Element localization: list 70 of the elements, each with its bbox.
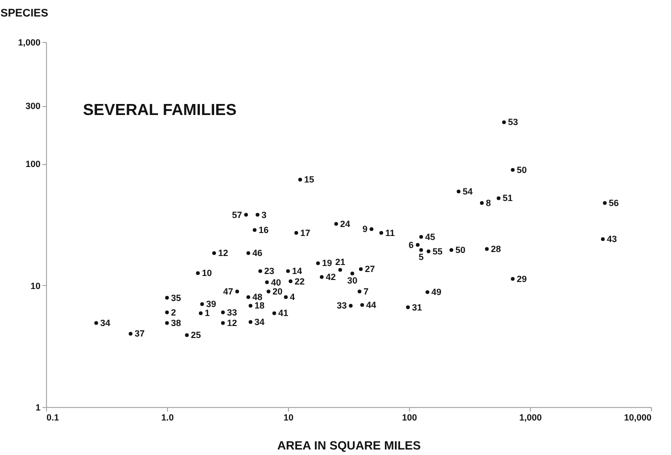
x-tick-label: 10,000 — [624, 412, 652, 422]
annotation: 39 — [206, 299, 216, 310]
annotation: 29 — [516, 274, 527, 284]
annotation: 9 — [362, 224, 368, 234]
annotation: 37 — [134, 328, 145, 339]
annotation: 28 — [490, 244, 501, 254]
annotation: 48 — [252, 292, 262, 302]
annotation: 21 — [335, 256, 346, 267]
annotation: 23 — [264, 266, 274, 276]
annotation: 27 — [364, 264, 375, 274]
annotation: 31 — [412, 302, 422, 312]
annotation: 44 — [366, 300, 376, 310]
y-tick-label: 1 — [35, 402, 40, 412]
x-tick-label: 1.0 — [161, 412, 174, 422]
annotation: 56 — [608, 198, 619, 208]
annotation: 14 — [292, 266, 302, 276]
annotation: 16 — [258, 224, 269, 235]
annotation: 11 — [385, 228, 395, 238]
annotation: 7 — [364, 286, 369, 296]
annotation: 15 — [304, 174, 314, 185]
annotation: 45 — [425, 232, 436, 242]
annotation: 8 — [486, 198, 491, 208]
annotation: 50 — [516, 164, 527, 175]
annotation: 17 — [300, 228, 310, 238]
annotation: 35 — [171, 292, 182, 303]
annotation: 20 — [272, 286, 283, 296]
annotation: 18 — [254, 300, 265, 311]
annotation: 34 — [100, 318, 110, 328]
annotation: 6 — [408, 240, 414, 250]
annotation: 51 — [502, 193, 513, 204]
annotation: 2 — [171, 307, 176, 318]
x-axis-title: AREA IN SQUARE MILES — [277, 438, 421, 452]
annotation: 57 — [232, 210, 242, 220]
x-tick-label: 10 — [283, 412, 294, 422]
annotation: 5 — [418, 252, 424, 262]
annotation: 40 — [270, 277, 281, 288]
annotation: 24 — [340, 218, 350, 229]
text: SEVERAL FAMILIES — [83, 102, 237, 119]
annotation: 1 — [204, 308, 210, 318]
annotation: 55 — [432, 246, 443, 256]
y-tick-label: 100 — [25, 159, 40, 170]
annotation: 47 — [223, 286, 234, 296]
annotation: 12 — [226, 318, 237, 328]
annotation: 3 — [262, 210, 267, 220]
annotation: 49 — [431, 287, 442, 298]
annotation: 41 — [278, 308, 288, 318]
annotation: 22 — [294, 276, 305, 286]
annotation: 50 — [455, 245, 466, 256]
annotation: 10 — [202, 268, 212, 278]
annotation: 25 — [190, 330, 201, 340]
x-tick-label: 100 — [402, 412, 418, 422]
annotation: 12 — [218, 248, 228, 258]
annotation: 46 — [252, 248, 262, 258]
annotation: 19 — [322, 258, 332, 268]
annotation: 38 — [171, 318, 182, 328]
annotation: 34 — [254, 316, 265, 327]
annotation: 53 — [508, 117, 518, 128]
y-axis-title: SPECIES — [0, 8, 48, 20]
annotation: 33 — [226, 307, 237, 318]
annotation: 54 — [462, 186, 473, 197]
y-tick-label: 10 — [30, 280, 40, 291]
x-tick-label: 0.1 — [46, 412, 60, 422]
annotation: 43 — [606, 234, 617, 244]
annotation: 30 — [347, 276, 358, 286]
annotation: 4 — [290, 292, 295, 302]
y-tick-label: 300 — [25, 101, 40, 112]
x-tick-label: 1,000 — [519, 412, 542, 422]
annotation: 33 — [336, 300, 347, 311]
annotation: 42 — [326, 272, 336, 282]
y-tick-label: 1,000 — [18, 38, 40, 48]
